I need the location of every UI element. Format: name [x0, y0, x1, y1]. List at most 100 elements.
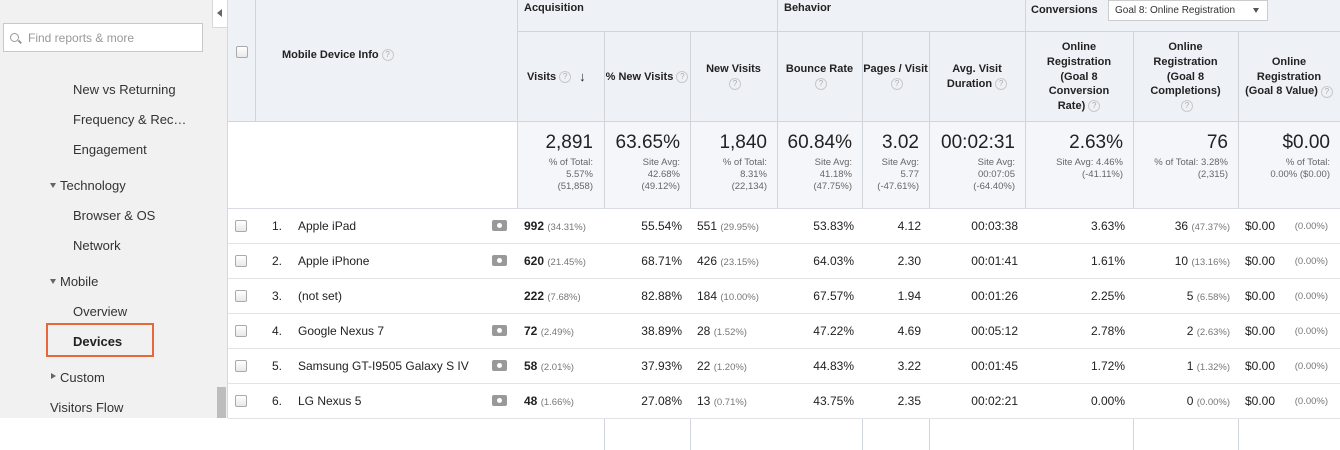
total-duration: 00:02:31 [941, 132, 1015, 153]
help-icon[interactable]: ? [559, 71, 572, 83]
cell-duration: 00:01:45 [971, 359, 1018, 373]
cell-bounce: 47.22% [813, 324, 854, 338]
device-name-link[interactable]: (not set) [298, 289, 343, 303]
cell-duration: 00:01:26 [971, 289, 1018, 303]
header-label: Avg. Visit Duration [946, 63, 1002, 90]
help-icon[interactable]: ? [728, 78, 741, 91]
header-new-visits[interactable]: New Visits? [690, 32, 777, 122]
cell-pages: 3.22 [897, 359, 921, 373]
goal-select[interactable]: Goal 8: Online Registration [1108, 0, 1268, 21]
header-pages-visit[interactable]: Pages / Visit? [862, 32, 929, 122]
table-row[interactable] [228, 279, 1340, 314]
help-icon[interactable]: ? [815, 78, 827, 91]
sidebar-item-network[interactable]: Network [73, 238, 121, 253]
sort-desc-icon[interactable]: ↓ [579, 69, 586, 85]
cell-new-visits: 22 (1.20%) [697, 359, 747, 373]
sidebar-group-mobile[interactable]: Mobile [50, 274, 99, 289]
table-row[interactable] [228, 349, 1340, 384]
camera-icon[interactable] [492, 360, 507, 371]
sidebar-item-devices[interactable]: Devices [46, 323, 154, 357]
cell-visits: 992 (34.31%) [524, 219, 586, 233]
cell-duration: 00:05:12 [971, 324, 1018, 338]
header-completions[interactable]: Online Registration (Goal 8 Completions)… [1133, 32, 1238, 122]
sidebar-group-custom[interactable]: Custom [51, 370, 105, 385]
table-row[interactable] [228, 244, 1340, 279]
sidebar-item-visitors-flow[interactable]: Visitors Flow [50, 400, 124, 415]
sidebar-group-technology[interactable]: Technology [50, 178, 126, 193]
sidebar-item-frequency[interactable]: Frequency & Rec… [73, 112, 187, 127]
header-label: Bounce Rate [785, 63, 854, 76]
row-checkbox[interactable] [235, 255, 247, 267]
cell-pct-new: 68.71% [641, 254, 682, 268]
sidebar-item-new-vs-returning[interactable]: New vs Returning [73, 82, 176, 97]
cell-new-visits: 13 (0.71%) [697, 394, 747, 408]
cell-bounce: 44.83% [813, 359, 854, 373]
sidebar-item-overview[interactable]: Overview [73, 304, 128, 319]
cell-value-pct: (0.00%) [1294, 396, 1328, 407]
select-all-checkbox[interactable] [236, 46, 248, 58]
header-visits[interactable]: Visits? ↓ [517, 32, 604, 122]
collapse-sidebar-button[interactable] [212, 0, 228, 28]
expanded-triangle-icon [50, 183, 56, 188]
device-name-link[interactable]: Apple iPhone [298, 254, 370, 268]
cell-value: $0.00 [1245, 324, 1276, 338]
sidebar-scrollbar[interactable] [217, 387, 226, 418]
total-value-detail: % of Total: 0.00% ($0.00) [1270, 157, 1330, 180]
sidebar-group-label: Mobile [60, 274, 99, 289]
help-icon[interactable]: ? [995, 78, 1008, 91]
table-row[interactable] [228, 209, 1340, 244]
help-icon[interactable]: ? [381, 49, 394, 61]
device-name-link[interactable]: Google Nexus 7 [298, 324, 385, 338]
device-name-link[interactable]: Samsung GT-I9505 Galaxy S IV [298, 359, 469, 373]
camera-icon[interactable] [492, 255, 507, 266]
camera-icon[interactable] [492, 325, 507, 336]
help-icon[interactable]: ? [1320, 85, 1333, 98]
cell-visits: 620 (21.45%) [524, 254, 586, 268]
help-icon[interactable]: ? [1181, 100, 1193, 113]
cell-duration: 00:01:41 [971, 254, 1018, 268]
cell-value-pct: (0.00%) [1294, 256, 1328, 267]
header-bounce-rate[interactable]: Bounce Rate? [777, 32, 862, 122]
total-conv-rate: 2.63% [1069, 132, 1123, 153]
cell-pct-new: 37.93% [641, 359, 682, 373]
cell-conv-rate: 1.72% [1090, 359, 1125, 373]
header-avg-duration[interactable]: Avg. Visit Duration? [929, 32, 1025, 122]
header-value[interactable]: Online Registration (Goal 8 Value)? [1238, 32, 1340, 122]
row-checkbox[interactable] [235, 360, 247, 372]
camera-icon[interactable] [492, 395, 507, 406]
header-label: Online Registration (Goal 8 Completions) [1150, 40, 1221, 98]
total-visits: 2,891 [545, 132, 593, 153]
total-duration-detail: Site Avg: 00:07:05 (-64.40%) [973, 157, 1015, 192]
cell-completions: 0 (0.00%) [1186, 394, 1230, 408]
device-name-link[interactable]: Apple iPad [298, 219, 357, 233]
row-index: 1. [272, 219, 283, 233]
device-name-link[interactable]: LG Nexus 5 [298, 394, 362, 408]
row-checkbox[interactable] [235, 395, 247, 407]
cell-bounce: 43.75% [813, 394, 854, 408]
table-row[interactable] [228, 314, 1340, 349]
header-conv-rate[interactable]: Online Registration (Goal 8 Conversion R… [1025, 32, 1133, 122]
row-checkbox[interactable] [235, 325, 247, 337]
help-icon[interactable]: ? [890, 78, 903, 91]
dimension-header-bg [228, 0, 517, 122]
row-index: 4. [272, 324, 283, 338]
row-checkbox[interactable] [235, 290, 247, 302]
camera-icon[interactable] [492, 220, 507, 231]
help-icon[interactable]: ? [1088, 100, 1101, 113]
cell-value-pct: (0.00%) [1294, 221, 1328, 232]
cell-value: $0.00 [1245, 289, 1276, 303]
cell-visits: 72 (2.49%) [524, 324, 574, 338]
search-input[interactable]: Find reports & more [3, 23, 203, 52]
cell-visits: 58 (2.01%) [524, 359, 574, 373]
help-icon[interactable]: ? [676, 70, 689, 83]
sidebar-item-browser-os[interactable]: Browser & OS [73, 208, 156, 223]
divider [255, 0, 256, 122]
header-pct-new-visits[interactable]: % New Visits? [604, 32, 690, 122]
sidebar-group-label: Custom [60, 370, 105, 385]
cell-conv-rate: 1.61% [1090, 254, 1125, 268]
total-conv-rate-detail: Site Avg: 4.46% (-41.11%) [1056, 157, 1123, 180]
row-checkbox[interactable] [235, 220, 247, 232]
header-label: Online Registration (Goal 8 Value) [1245, 55, 1322, 98]
header-mobile-device-info[interactable]: Mobile Device Info? [256, 0, 516, 110]
sidebar-item-engagement[interactable]: Engagement [73, 142, 147, 157]
